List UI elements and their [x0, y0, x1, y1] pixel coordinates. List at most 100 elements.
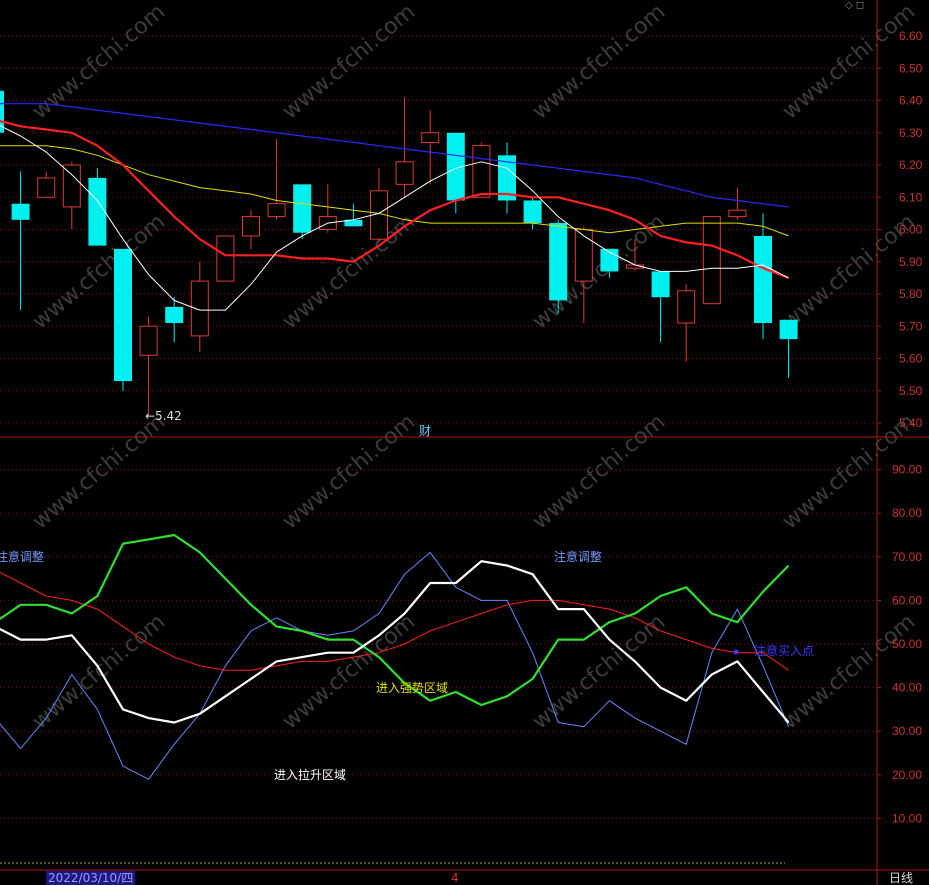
price-tick-label: 6.40 [899, 94, 923, 108]
indicator-line-red [0, 571, 789, 671]
indicator-line-green [0, 533, 790, 707]
candle [677, 284, 696, 362]
candle [523, 197, 542, 230]
indicator-tick-label: 40.00 [892, 681, 922, 695]
indicator-lines [0, 533, 790, 780]
ma20-line [0, 145, 789, 237]
candle [318, 184, 337, 233]
indicator-tick-label: 50.00 [892, 637, 922, 651]
candle-body-up [37, 177, 56, 198]
price-tick-label: 5.80 [899, 287, 923, 301]
indicator-line-white [0, 560, 790, 724]
price-tick-label: 5.50 [899, 384, 923, 398]
candle [216, 235, 235, 282]
annotation-buy-point: 注意买入点 [754, 643, 814, 658]
period-selector[interactable]: 日线 [889, 871, 914, 885]
price-tick-label: 5.40 [899, 416, 923, 430]
candle [242, 210, 260, 249]
candle-body-up [267, 203, 286, 218]
window-control-icon[interactable]: ◇ ◻ [845, 0, 865, 11]
candle [37, 171, 56, 198]
price-tick-label: 6.30 [899, 126, 923, 140]
price-axis-ticks: 6.60 6.50 6.40 6.30 6.20 6.10 6.00 5.90 5.80 5.70… [877, 29, 923, 825]
candle [293, 184, 312, 240]
month-marker: 4 [451, 871, 459, 885]
candle [702, 216, 721, 305]
candle [574, 226, 593, 324]
candle [370, 168, 388, 243]
watermark-text: www.cfchi.com [278, 409, 420, 534]
indicator-annotations: 注意调整 注意调整 进入强势区域 进入拉升区域 注意买入点 [0, 549, 814, 782]
candle-body-down [754, 235, 772, 324]
annotation-rally-zone: 进入拉升区域 [274, 767, 346, 782]
min-price-marker: ←5.42 [145, 409, 182, 423]
candle [267, 139, 286, 220]
watermark-text: www.cfchi.com [278, 0, 420, 125]
annotation-adjust-right: 注意调整 [554, 549, 602, 564]
candle [0, 90, 4, 133]
candle [728, 187, 747, 220]
price-tick-label: 5.60 [899, 352, 923, 366]
candle-body-down [11, 203, 30, 220]
candle [11, 171, 30, 311]
ma60-line [0, 103, 789, 208]
candle [62, 161, 81, 230]
buy-point-marker [733, 649, 739, 655]
candle-body-up [242, 216, 260, 237]
price-tick-label: 5.70 [899, 319, 923, 333]
candle [344, 203, 363, 227]
price-tick-label: 6.10 [899, 190, 923, 204]
candle-body-up [62, 164, 81, 208]
price-tick-label: 6.20 [899, 158, 923, 172]
watermark-text: www.cfchi.com [278, 609, 420, 734]
finance-event-marker[interactable]: 财 [419, 424, 432, 438]
candle-body-up [728, 209, 747, 218]
candle [190, 261, 209, 353]
candle [88, 168, 107, 246]
watermark-text: www.cfchi.com [528, 0, 670, 125]
candle [498, 142, 516, 214]
cursor-date-label: 2022/03/10/四 [46, 871, 136, 885]
ma5-line [0, 125, 789, 311]
watermark-text: www.cfchi.com [528, 409, 670, 534]
candle-body-down [446, 132, 465, 201]
price-tick-label: 6.60 [899, 29, 923, 43]
candle-body-up [421, 132, 440, 143]
indicator-tick-label: 90.00 [892, 463, 922, 477]
candle-body-down [779, 319, 798, 340]
candle [549, 219, 568, 314]
indicator-tick-label: 80.00 [892, 506, 922, 520]
candle-body-down [523, 200, 542, 224]
watermark-text: www.cfchi.com [778, 609, 920, 734]
watermark-text: www.cfchi.com [28, 0, 170, 125]
price-tick-label: 6.50 [899, 61, 923, 75]
price-tick-label: 5.90 [899, 255, 923, 269]
indicator-tick-label: 10.00 [892, 811, 922, 825]
candle-body-down [293, 184, 312, 233]
candle-body-down [0, 90, 4, 133]
candle [779, 319, 798, 378]
candle [114, 248, 132, 391]
candle-body-up [216, 235, 235, 282]
indicator-tick-label: 60.00 [892, 593, 922, 607]
candle [421, 110, 440, 185]
candle-body-down [549, 223, 568, 301]
annotation-strong-zone: 进入强势区域 [376, 681, 448, 695]
candle-body-up [472, 145, 491, 198]
indicator-tick-label: 70.00 [892, 550, 922, 564]
candle [139, 316, 158, 417]
moving-average-lines [0, 103, 789, 311]
candle-body-up [370, 190, 388, 240]
indicator-line-blue [0, 551, 790, 780]
indicator-tick-label: 30.00 [892, 724, 922, 738]
candle [754, 213, 772, 340]
candle-body-down [114, 248, 132, 382]
watermark-text: www.cfchi.com [28, 409, 170, 534]
candle-body-up [574, 229, 593, 282]
ma10-line [0, 119, 789, 279]
candle [165, 297, 184, 343]
candle-body-down [88, 177, 107, 246]
indicator-tick-label: 20.00 [892, 768, 922, 782]
